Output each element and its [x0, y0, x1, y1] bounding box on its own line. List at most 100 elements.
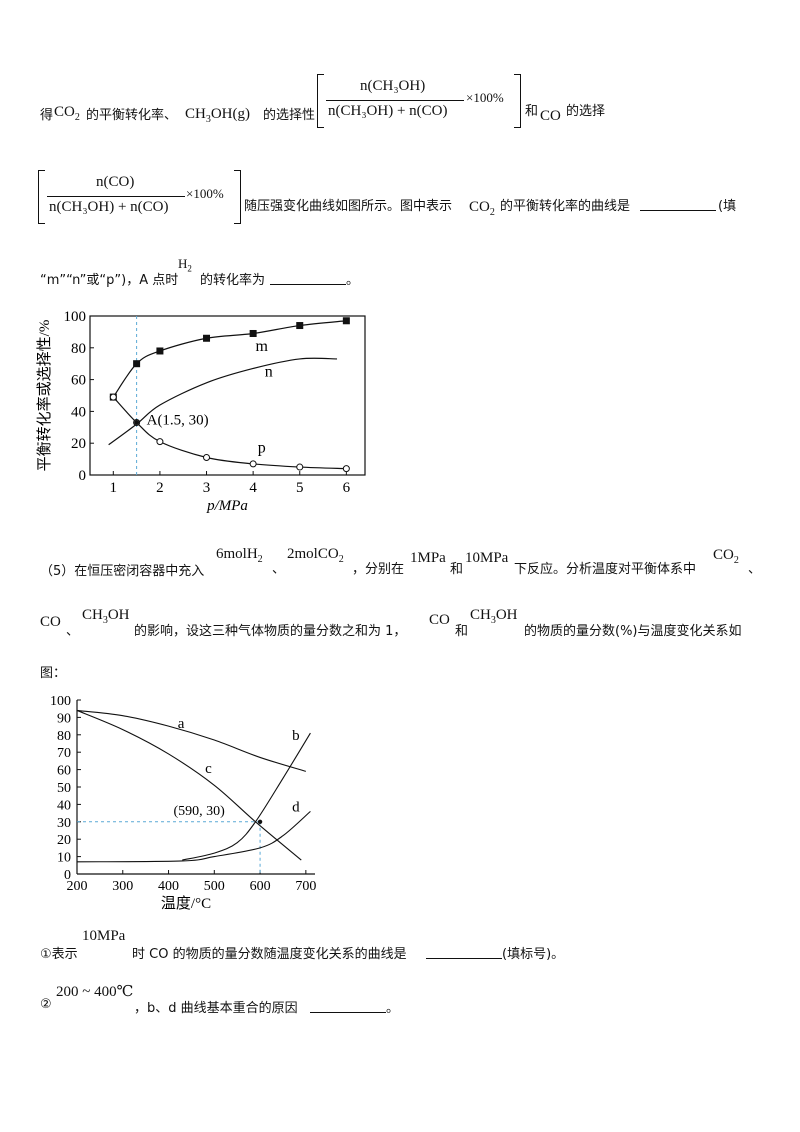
- data-point-m: [249, 329, 257, 337]
- text-conversion-of: 的转化率为: [200, 273, 266, 288]
- answer-blank-curve[interactable]: [640, 196, 716, 211]
- curve-b: [182, 732, 311, 861]
- text-selection: 的选择: [566, 104, 606, 119]
- series-label-a: a: [178, 716, 185, 732]
- q5-sep1: 、: [272, 562, 286, 577]
- pressure-1mpa: 1MPa: [410, 550, 446, 566]
- formula-6molh2: 6molH2: [216, 546, 263, 565]
- x-tick-label: 500: [204, 879, 225, 894]
- plot-frame: [89, 315, 366, 476]
- right-bracket: [514, 74, 521, 128]
- curve-p: [112, 396, 347, 470]
- series-label-p: p: [258, 440, 266, 457]
- x-axis-label: 温度/°C: [161, 895, 211, 912]
- text-selectivity: 的选择性: [263, 108, 316, 123]
- series-label-c: c: [205, 761, 212, 777]
- q5-text-analysis: 下反应。分析温度对平衡体系中: [514, 562, 697, 577]
- q5-text-fraction-vs-temp: 的物质的量分数(%)与温度变化关系如: [524, 624, 742, 639]
- x-tick-label: 600: [250, 879, 271, 894]
- y-tick-label: 60: [71, 373, 86, 389]
- y-axis-label: 平衡转化率或选择性/%: [36, 320, 53, 472]
- x-tick-label: 5: [296, 480, 304, 496]
- q5-text-effect: 的影响，设这三种气体物质的量分数之和为 1，: [134, 624, 407, 639]
- data-point-p: [203, 454, 211, 462]
- x-tick-label: 300: [112, 879, 133, 894]
- y-tick-label: 40: [71, 404, 86, 420]
- curve-n: [108, 357, 338, 446]
- answer-blank-curve-label[interactable]: [426, 944, 502, 959]
- y-tick-label: 100: [50, 694, 71, 709]
- x-axis-label: p/MPa: [206, 498, 248, 514]
- y-tick-label: 50: [57, 781, 71, 796]
- fraction2-multiplier: ×100%: [186, 186, 224, 201]
- x-tick-label: 3: [203, 480, 211, 496]
- left-bracket: [317, 74, 324, 128]
- x-tick-label: 700: [295, 879, 316, 894]
- text-equilibrium-conversion: 的平衡转化率、: [86, 108, 178, 123]
- right-bracket-2: [234, 170, 241, 224]
- curve-a: [76, 709, 307, 772]
- q5-text-respectively: ，分别在: [352, 562, 405, 577]
- intersection-annotation: (590, 30): [174, 804, 226, 819]
- y-tick-label: 30: [57, 816, 71, 831]
- answer-blank-reason[interactable]: [310, 998, 386, 1013]
- y-tick-label: 0: [79, 468, 87, 484]
- formula-ch3oh-q5: CH3OH: [82, 607, 130, 626]
- fraction1-multiplier: ×100%: [466, 90, 504, 105]
- pressure-10mpa: 10MPa: [465, 550, 509, 566]
- series-label-d: d: [292, 799, 300, 815]
- data-point-p: [109, 393, 117, 401]
- data-point-p: [342, 465, 350, 473]
- data-point-m: [342, 317, 350, 325]
- x-tick-label: 4: [249, 480, 257, 496]
- data-point-m: [203, 334, 211, 342]
- text-mnp-options: “m”“n”或“p”)，A 点时: [40, 273, 179, 288]
- sub2-period: 。: [386, 1001, 400, 1016]
- text-varies-with-pressure: 随压强变化曲线如图所示。图中表示: [244, 199, 453, 214]
- series-label-m: m: [255, 338, 268, 355]
- data-point-m: [133, 360, 141, 368]
- q5-sep2: 、: [748, 562, 762, 577]
- y-tick-label: 90: [57, 711, 71, 726]
- data-point-m: [296, 322, 304, 330]
- q5-text-and-2: 和: [455, 624, 469, 639]
- sub1-text: 时 CO 的物质的量分数随温度变化关系的曲线是: [132, 947, 407, 962]
- y-tick-label: 10: [57, 851, 71, 866]
- data-point-p: [156, 438, 164, 446]
- formula-co: CO: [540, 108, 561, 124]
- text-fill: (填: [718, 199, 737, 214]
- y-tick-label: 40: [57, 798, 71, 813]
- formula-co-q5: CO: [40, 614, 61, 630]
- x-tick-label: 200: [67, 879, 88, 894]
- series-label-b: b: [292, 728, 300, 744]
- fraction2-numerator: n(CO): [96, 174, 135, 190]
- series-label-n: n: [265, 363, 273, 380]
- sub2-temp-range: 200 ~ 400℃: [56, 984, 134, 1000]
- text-curve-is: 的平衡转化率的曲线是: [500, 199, 631, 214]
- formula-ch3oh-q5-2: CH3OH: [470, 607, 518, 626]
- fraction1-numerator: n(CH₃OH): [360, 78, 426, 94]
- sub2-intro: ②: [40, 997, 52, 1012]
- fraction2-denominator: n(CH₃OH) + n(CO): [49, 199, 169, 215]
- x-tick-label: 400: [158, 879, 179, 894]
- sub1-fill-label: (填标号)。: [502, 947, 565, 962]
- formula-h2: H2: [178, 256, 192, 274]
- q5-l2-sep: 、: [66, 624, 80, 639]
- formula-co2-2: CO2: [469, 199, 495, 218]
- q5-text-and: 和: [450, 562, 464, 577]
- sub1-pressure: 10MPa: [82, 928, 126, 944]
- left-bracket-2: [38, 170, 45, 224]
- fraction1-denominator: n(CH₃OH) + n(CO): [328, 103, 448, 119]
- answer-blank-h2-conversion[interactable]: [270, 270, 346, 285]
- text-and: 和: [525, 104, 539, 119]
- y-tick-label: 100: [64, 309, 87, 325]
- sub2-text: ，b、d 曲线基本重合的原因: [134, 1001, 298, 1016]
- x-tick-label: 1: [110, 480, 118, 496]
- curve-d: [76, 810, 311, 863]
- y-tick-label: 80: [57, 729, 71, 744]
- q5-text-figure: 图：: [40, 666, 67, 681]
- formula-co-q5-2: CO: [429, 612, 450, 628]
- x-tick-label: 6: [343, 480, 351, 496]
- sub1-intro: ①表示: [40, 947, 78, 962]
